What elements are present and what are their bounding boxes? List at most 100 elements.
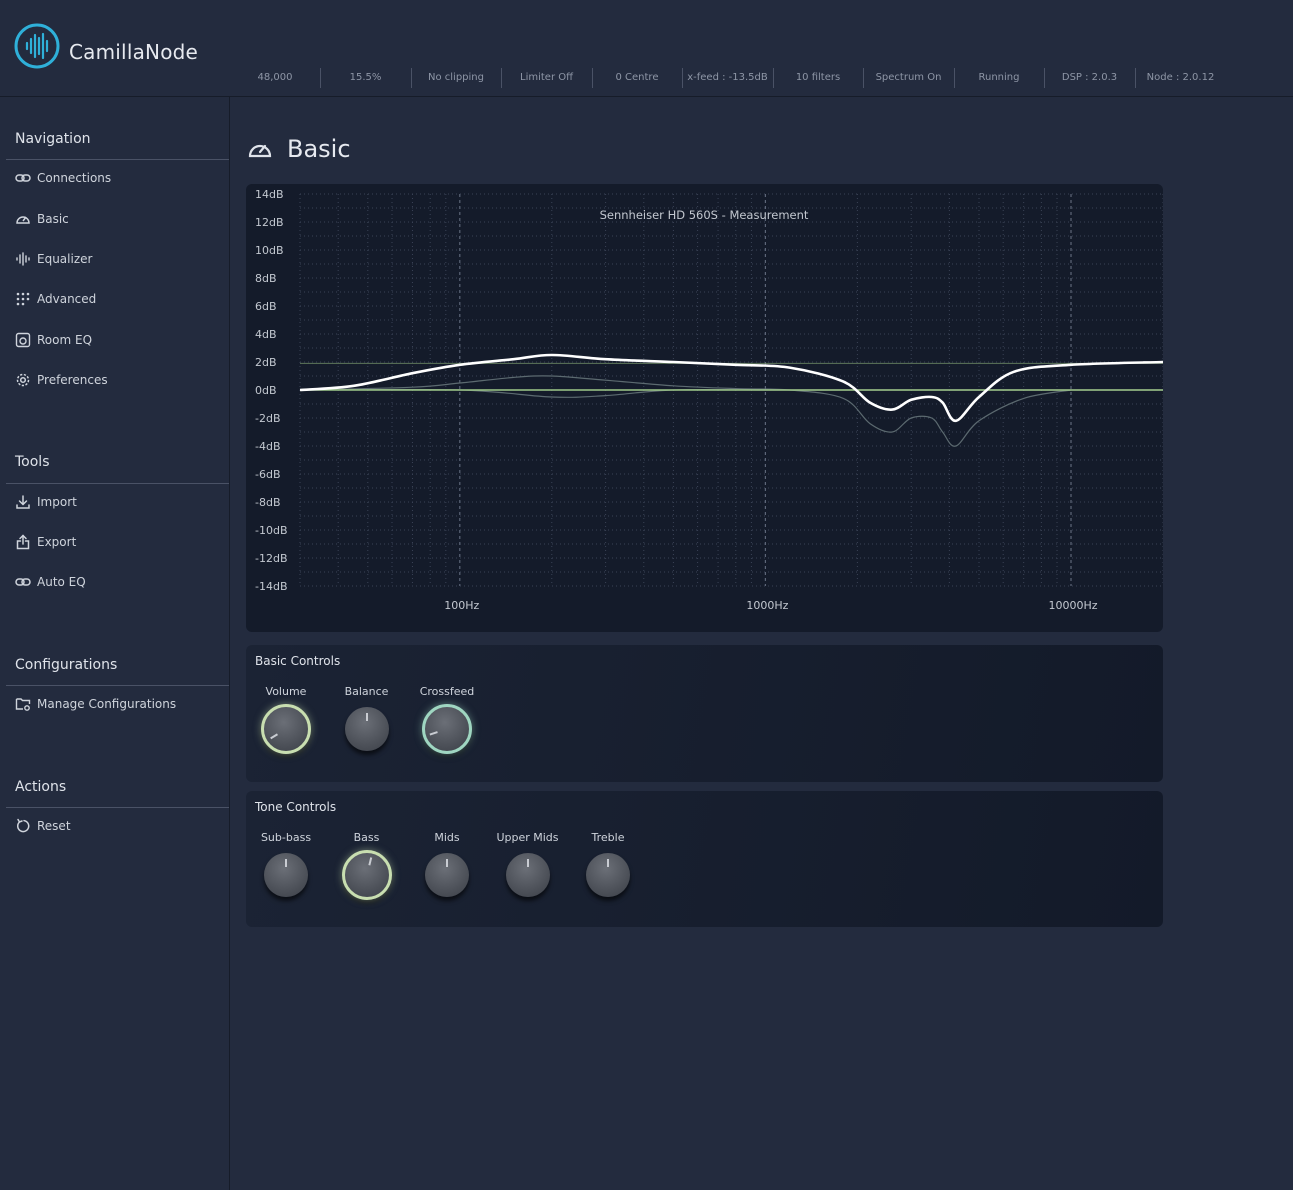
divider bbox=[6, 483, 229, 484]
chart-title: Sennheiser HD 560S - Measurement bbox=[600, 208, 809, 222]
sidebar-item-export[interactable]: Export bbox=[15, 531, 76, 553]
y-tick-label: 4dB bbox=[255, 328, 277, 341]
divider bbox=[6, 159, 229, 160]
sidebar-item-advanced[interactable]: Advanced bbox=[15, 288, 96, 310]
y-tick-label: 10dB bbox=[255, 244, 284, 257]
y-tick-label: -6dB bbox=[255, 468, 281, 481]
knob-label: Bass bbox=[353, 831, 380, 844]
sidebar-item-equalizer[interactable]: Equalizer bbox=[15, 248, 92, 270]
sidebar-item-manage-configurations[interactable]: Manage Configurations bbox=[15, 693, 176, 715]
y-tick-label: 14dB bbox=[255, 188, 284, 201]
treble-knob[interactable] bbox=[586, 853, 630, 897]
y-tick-label: 6dB bbox=[255, 300, 277, 313]
gauge-icon bbox=[16, 216, 30, 224]
link-icon bbox=[15, 578, 31, 586]
status-item: Spectrum On bbox=[864, 68, 955, 88]
knob-label: Upper Mids bbox=[496, 831, 559, 844]
sidebar-item-reset[interactable]: Reset bbox=[15, 815, 71, 837]
basic-controls-panel: Basic Controls Volume Balance Crossfeed bbox=[246, 645, 1163, 782]
tools-section-title: Tools bbox=[15, 454, 50, 470]
sidebar-item-connections[interactable]: Connections bbox=[15, 167, 111, 189]
y-tick-label: -4dB bbox=[255, 440, 281, 453]
sidebar-item-label: Preferences bbox=[37, 373, 108, 387]
sidebar-item-room-eq[interactable]: Room EQ bbox=[15, 329, 92, 351]
balance-knob[interactable] bbox=[344, 707, 389, 751]
status-item: DSP : 2.0.3 bbox=[1045, 68, 1136, 88]
knob-indicator bbox=[446, 859, 448, 867]
knob-label: Crossfeed bbox=[419, 685, 475, 698]
knob-indicator bbox=[607, 859, 609, 867]
knob-indicator bbox=[367, 857, 372, 866]
gear-icon bbox=[16, 373, 30, 387]
knob-group: Bass bbox=[332, 831, 402, 911]
sidebar-item-basic[interactable]: Basic bbox=[15, 208, 69, 230]
y-tick-label: -12dB bbox=[255, 552, 288, 565]
sidebar-item-preferences[interactable]: Preferences bbox=[15, 369, 108, 391]
volume-knob[interactable] bbox=[261, 704, 311, 754]
sidebar-item-label: Auto EQ bbox=[37, 575, 86, 589]
knob-indicator bbox=[365, 713, 368, 721]
frequency-response-chart: 14dB 12dB 10dB 8dB 6dB 4dB 2dB 0dB -2dB -4dB -6dB -… bbox=[246, 184, 1163, 632]
speaker-icon bbox=[15, 332, 31, 348]
series-line-total bbox=[299, 353, 1163, 423]
page-title: Basic bbox=[287, 135, 351, 163]
panel-title: Tone Controls bbox=[255, 800, 337, 814]
sidebar-item-label: Import bbox=[37, 495, 77, 509]
divider bbox=[6, 685, 229, 686]
sidebar-item-label: Equalizer bbox=[37, 252, 93, 266]
y-tick-label: -10dB bbox=[255, 524, 288, 537]
knob-label: Balance bbox=[344, 685, 389, 698]
reset-icon bbox=[17, 818, 30, 833]
knob-indicator bbox=[285, 859, 287, 867]
y-tick-label: 0dB bbox=[255, 384, 277, 397]
x-tick-label: 1000Hz bbox=[746, 599, 788, 612]
download-icon bbox=[16, 495, 30, 509]
sidebar-item-label: Room EQ bbox=[37, 333, 93, 347]
bass-knob[interactable] bbox=[341, 850, 392, 900]
crossfeed-knob[interactable] bbox=[422, 704, 472, 754]
gauge-icon bbox=[248, 144, 272, 158]
status-item: x-feed : -13.5dB bbox=[683, 68, 774, 88]
sub-bass-knob[interactable] bbox=[264, 853, 308, 897]
chart-svg: 14dB 12dB 10dB 8dB 6dB 4dB 2dB 0dB -2dB -4dB -6dB -… bbox=[255, 188, 1163, 612]
mids-knob[interactable] bbox=[425, 853, 469, 897]
x-tick-label: 10000Hz bbox=[1048, 599, 1097, 612]
link-icon bbox=[15, 174, 31, 182]
sidebar-item-label: Export bbox=[37, 535, 77, 549]
status-item: 15.5% bbox=[321, 68, 412, 88]
divider bbox=[6, 807, 229, 808]
sidebar-item-label: Reset bbox=[37, 819, 71, 833]
status-item: No clipping bbox=[411, 68, 502, 88]
dots-icon bbox=[16, 292, 30, 306]
y-tick-label: -2dB bbox=[255, 412, 281, 425]
app-header: CamillaNode 48,000 15.5% No clipping Limite… bbox=[0, 0, 1293, 97]
y-tick-label: -14dB bbox=[255, 580, 288, 593]
upper-mids-knob[interactable] bbox=[505, 853, 550, 897]
knob-label: Volume bbox=[265, 685, 307, 698]
nav-section-title: Navigation bbox=[15, 131, 91, 147]
y-tick-label: 12dB bbox=[255, 216, 284, 229]
knob-indicator bbox=[429, 731, 438, 736]
knob-group: Upper Mids bbox=[493, 831, 563, 911]
y-tick-label: -8dB bbox=[255, 496, 281, 509]
knob-indicator bbox=[526, 859, 529, 867]
knob-group: Mids bbox=[412, 831, 482, 911]
y-tick-label: 2dB bbox=[255, 356, 277, 369]
knob-group: Crossfeed bbox=[412, 685, 482, 765]
knob-label: Sub-bass bbox=[260, 831, 312, 844]
sidebar-item-label: Advanced bbox=[37, 292, 97, 306]
folder-gear-icon bbox=[15, 698, 31, 711]
status-item: 48,000 bbox=[230, 68, 321, 88]
x-tick-label: 100Hz bbox=[444, 599, 479, 612]
sidebar-item-import[interactable]: Import bbox=[15, 491, 77, 513]
knob-group: Volume bbox=[251, 685, 321, 765]
page-header: Basic bbox=[247, 134, 351, 164]
configurations-section-title: Configurations bbox=[15, 657, 118, 673]
logo-icon bbox=[14, 23, 60, 69]
upload-icon bbox=[16, 534, 30, 550]
sidebar-item-auto-eq[interactable]: Auto EQ bbox=[15, 571, 86, 593]
status-item: 0 Centre bbox=[592, 68, 683, 88]
actions-section-title: Actions bbox=[15, 779, 67, 795]
y-tick-label: 8dB bbox=[255, 272, 277, 285]
knob-group: Balance bbox=[332, 685, 402, 765]
